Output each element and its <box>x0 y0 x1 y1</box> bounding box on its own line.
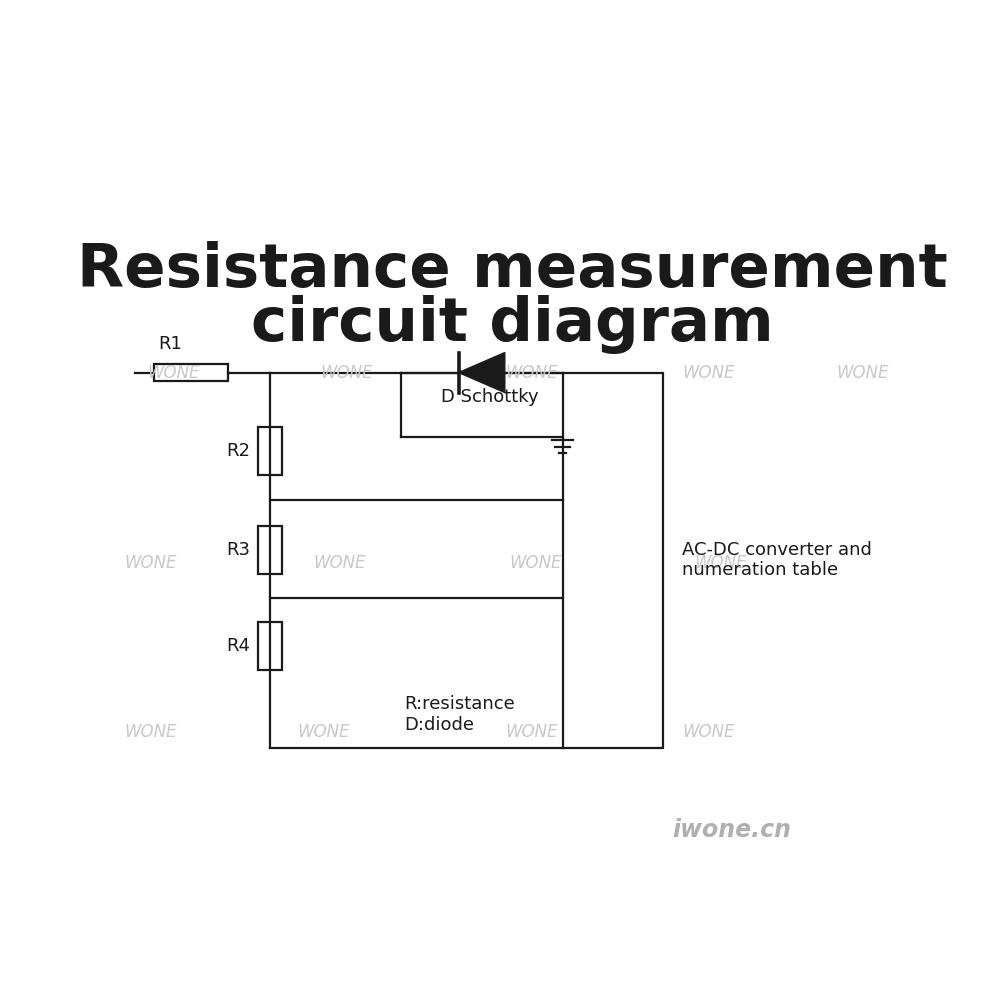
Text: circuit diagram: circuit diagram <box>251 295 774 354</box>
Polygon shape <box>459 353 505 393</box>
Bar <box>258 427 282 475</box>
Text: WONE: WONE <box>506 723 558 741</box>
Text: WONE: WONE <box>683 364 735 382</box>
Text: WONE: WONE <box>837 364 889 382</box>
Text: WONE: WONE <box>313 554 366 572</box>
Text: WONE: WONE <box>124 723 177 741</box>
Text: WONE: WONE <box>694 554 747 572</box>
Text: WONE: WONE <box>147 364 200 382</box>
Text: R1: R1 <box>158 335 182 353</box>
Bar <box>258 526 282 574</box>
Text: WONE: WONE <box>683 723 735 741</box>
Text: R2: R2 <box>226 442 250 460</box>
Text: R4: R4 <box>226 637 250 655</box>
Text: WONE: WONE <box>509 554 562 572</box>
Bar <box>154 364 228 381</box>
Text: Resistance measurement: Resistance measurement <box>77 241 948 300</box>
Text: D Schottky: D Schottky <box>441 388 538 406</box>
Text: R3: R3 <box>226 541 250 559</box>
Text: iwone.cn: iwone.cn <box>672 818 791 842</box>
Bar <box>258 622 282 670</box>
Text: WONE: WONE <box>124 554 177 572</box>
Text: WONE: WONE <box>506 364 558 382</box>
Text: WONE: WONE <box>298 723 350 741</box>
Text: R:resistance
D:diode: R:resistance D:diode <box>405 695 515 734</box>
Bar <box>563 373 663 748</box>
Text: WONE: WONE <box>321 364 373 382</box>
Text: AC-DC converter and
numeration table: AC-DC converter and numeration table <box>682 541 872 579</box>
